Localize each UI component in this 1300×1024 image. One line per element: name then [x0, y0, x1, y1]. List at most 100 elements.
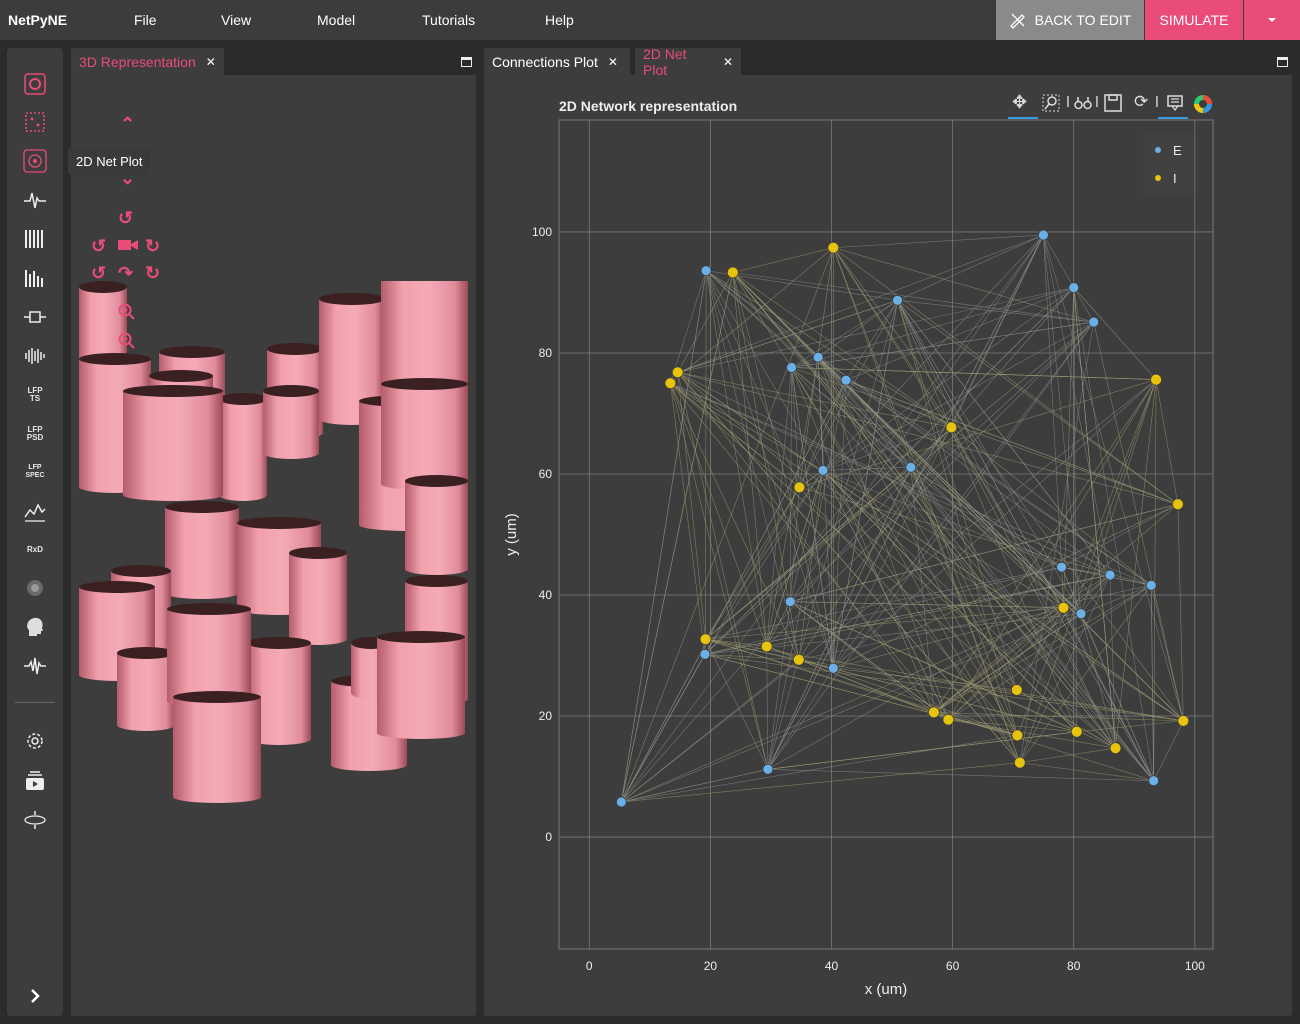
- menu-view[interactable]: View: [221, 12, 252, 28]
- cell-point-I[interactable]: [1013, 756, 1026, 769]
- cell-point-I[interactable]: [664, 377, 677, 390]
- cell-point-I[interactable]: [671, 366, 684, 379]
- binoculars-icon[interactable]: [1074, 94, 1092, 112]
- refresh-icon[interactable]: ⟳: [1134, 92, 1149, 111]
- cell-point-E[interactable]: [1068, 282, 1080, 294]
- cell-point-I[interactable]: [760, 640, 773, 653]
- cell-point-E[interactable]: [827, 662, 839, 674]
- cell-point-I[interactable]: [1070, 725, 1083, 738]
- save-icon[interactable]: [1104, 94, 1122, 112]
- camera-icon[interactable]: [118, 236, 138, 257]
- cell-point-I[interactable]: [1150, 373, 1162, 386]
- cell-point-E[interactable]: [1088, 316, 1100, 328]
- cell-point-E[interactable]: [784, 596, 796, 608]
- cell-point-E[interactable]: [1145, 579, 1157, 591]
- settings-icon[interactable]: [23, 729, 47, 753]
- cell-point-E[interactable]: [1075, 608, 1087, 620]
- cell-point-E[interactable]: [817, 464, 829, 476]
- legend-label-E[interactable]: E: [1173, 143, 1182, 158]
- close-icon[interactable]: ✕: [722, 54, 733, 69]
- histogram-icon[interactable]: [23, 266, 47, 290]
- cell-point-E[interactable]: [762, 763, 774, 775]
- head-icon[interactable]: [23, 615, 47, 639]
- cell-point-E[interactable]: [905, 461, 917, 473]
- dipole-icon[interactable]: [23, 576, 47, 600]
- reset-camera-icon[interactable]: ↺: [118, 208, 134, 228]
- eeg-icon[interactable]: [23, 654, 47, 678]
- chart-legend[interactable]: EI: [1143, 134, 1193, 196]
- cell-point-I[interactable]: [793, 481, 806, 494]
- lfp-spec-icon[interactable]: LFP SPEC: [25, 464, 45, 479]
- tab-connections-plot[interactable]: Connections Plot ✕: [484, 48, 630, 75]
- maximize-icon[interactable]: [461, 57, 472, 67]
- connection-edge: [732, 272, 1154, 781]
- network-scatter-chart[interactable]: 0 20 40 60 80 100 0 20 40 60 80 100 x (um) y (um) E…: [484, 48, 1292, 1016]
- cell-point-I[interactable]: [1011, 729, 1024, 742]
- cell-point-E[interactable]: [699, 648, 711, 660]
- cell-point-E[interactable]: [1038, 229, 1049, 241]
- rotate-left-icon[interactable]: ↺: [91, 236, 107, 256]
- cell-point-I[interactable]: [1010, 684, 1023, 696]
- rotate-right-icon[interactable]: ↻: [145, 236, 161, 256]
- pan-up-icon[interactable]: ⌃: [120, 114, 136, 134]
- connection-icon[interactable]: [23, 305, 47, 329]
- back-to-edit-button[interactable]: BACK TO EDIT: [996, 0, 1144, 40]
- cell-point-E[interactable]: [1056, 561, 1068, 573]
- cell-point-I[interactable]: [792, 653, 805, 666]
- cell-point-E[interactable]: [840, 374, 852, 386]
- cell-point-E[interactable]: [892, 294, 903, 306]
- cell-point-I[interactable]: [699, 633, 712, 646]
- lfp-psd-icon[interactable]: LFP PSD: [26, 425, 44, 442]
- cell-point-I[interactable]: [827, 241, 840, 254]
- menu-model[interactable]: Model: [317, 12, 356, 28]
- cell-point-I[interactable]: [726, 266, 739, 279]
- zoom-box-icon[interactable]: [1042, 94, 1060, 112]
- maximize-icon[interactable]: [1277, 57, 1288, 67]
- cell-point-I[interactable]: [1171, 498, 1184, 511]
- rotate-cw-icon[interactable]: ↻: [145, 263, 161, 283]
- tab-3d-representation[interactable]: 3D Representation ✕: [71, 48, 224, 75]
- cell-point-I[interactable]: [942, 713, 955, 726]
- cell-point-E[interactable]: [615, 796, 627, 808]
- close-icon[interactable]: ✕: [205, 54, 216, 69]
- simulate-dropdown-button[interactable]: [1244, 0, 1300, 40]
- connection-edge: [817, 357, 949, 720]
- tab-2d-net-plot[interactable]: 2D Net Plot ✕: [635, 46, 741, 78]
- lfp-ts-icon[interactable]: LFP TS: [27, 386, 43, 403]
- cell-point-I[interactable]: [927, 706, 940, 719]
- zoom-out-icon[interactable]: [118, 332, 136, 355]
- cell-point-E[interactable]: [786, 362, 797, 373]
- cell-point-E[interactable]: [812, 351, 824, 363]
- raster-icon[interactable]: [23, 227, 47, 251]
- pan-icon[interactable]: ✥: [1012, 92, 1028, 112]
- experiments-icon[interactable]: [23, 808, 47, 832]
- menu-tutorials[interactable]: Tutorials: [422, 12, 476, 28]
- legend-label-I[interactable]: I: [1173, 171, 1177, 186]
- rotate-down-icon[interactable]: ↷: [118, 263, 134, 283]
- simulate-button[interactable]: SIMULATE: [1145, 0, 1243, 40]
- close-icon[interactable]: ✕: [607, 54, 618, 69]
- 3d-canvas[interactable]: [79, 281, 468, 841]
- rxd-icon[interactable]: RxD: [26, 545, 43, 554]
- rotate-ccw-icon[interactable]: ↺: [91, 263, 107, 283]
- zoom-in-icon[interactable]: [118, 303, 136, 326]
- cell-point-I[interactable]: [945, 421, 958, 434]
- menu-help[interactable]: Help: [545, 12, 574, 28]
- color-palette-icon[interactable]: [1193, 94, 1213, 114]
- cell-point-I[interactable]: [1057, 601, 1070, 614]
- legend-toggle-icon[interactable]: [1166, 94, 1184, 112]
- line-chart-icon[interactable]: [23, 500, 47, 524]
- cell-point-E[interactable]: [700, 265, 712, 277]
- network-icon[interactable]: [23, 149, 47, 173]
- tutorials-icon[interactable]: [23, 769, 47, 793]
- netpyne-logo-icon[interactable]: [23, 72, 47, 96]
- cell-point-I[interactable]: [1177, 714, 1190, 727]
- menu-file[interactable]: File: [134, 12, 157, 28]
- grid-dots-icon[interactable]: [23, 110, 47, 134]
- spectrogram-icon[interactable]: [23, 344, 47, 368]
- cell-point-E[interactable]: [1148, 775, 1160, 787]
- cell-point-E[interactable]: [1104, 569, 1116, 581]
- cell-point-I[interactable]: [1109, 742, 1122, 755]
- trace-icon[interactable]: [23, 188, 47, 212]
- chevron-right-icon[interactable]: [23, 984, 47, 1008]
